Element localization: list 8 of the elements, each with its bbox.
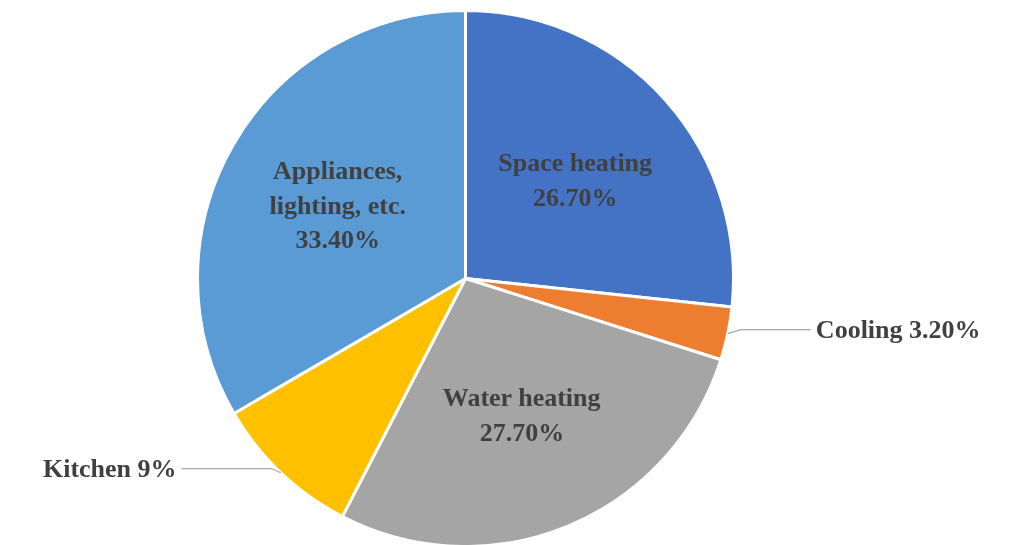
data-label: 33.40% [295, 225, 380, 255]
slice-label: Water heating [442, 382, 601, 412]
slice-label: Space heating [498, 148, 653, 178]
data-label: 26.70% [532, 182, 618, 212]
slice-label: Cooling 3.20% [815, 315, 981, 345]
slice-label: Kitchen 9% [42, 454, 177, 484]
data-label: 27.70% [479, 417, 565, 447]
slice-label: Appliances, lighting, etc. [269, 155, 406, 220]
